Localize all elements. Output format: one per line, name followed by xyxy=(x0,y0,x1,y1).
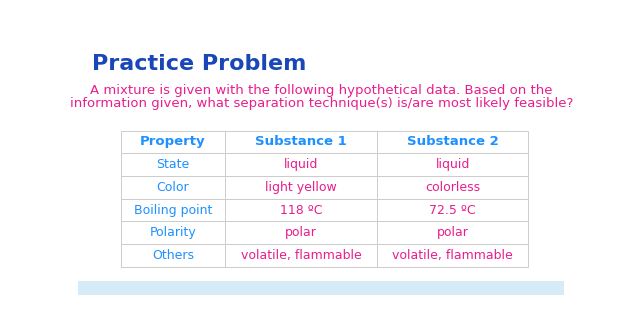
Text: volatile, flammable: volatile, flammable xyxy=(393,249,513,262)
Bar xyxy=(121,199,224,221)
Text: Polarity: Polarity xyxy=(149,226,196,239)
Bar xyxy=(121,153,224,176)
Bar xyxy=(224,131,377,153)
Text: Substance 2: Substance 2 xyxy=(407,135,498,148)
Text: 72.5 ºC: 72.5 ºC xyxy=(429,204,476,216)
Bar xyxy=(377,221,528,244)
Bar xyxy=(377,131,528,153)
Bar xyxy=(377,176,528,199)
Text: Practice Problem: Practice Problem xyxy=(92,54,307,73)
Text: Boiling point: Boiling point xyxy=(134,204,212,216)
Text: 118 ºC: 118 ºC xyxy=(280,204,322,216)
Text: information given, what separation technique(s) is/are most likely feasible?: information given, what separation techn… xyxy=(70,97,573,110)
Text: liquid: liquid xyxy=(435,158,470,171)
Text: liquid: liquid xyxy=(284,158,319,171)
Bar xyxy=(78,281,564,295)
Bar xyxy=(224,199,377,221)
Bar xyxy=(121,176,224,199)
Text: A mixture is given with the following hypothetical data. Based on the: A mixture is given with the following hy… xyxy=(90,84,552,97)
Bar xyxy=(121,131,224,153)
Bar xyxy=(377,153,528,176)
Text: polar: polar xyxy=(285,226,317,239)
Text: colorless: colorless xyxy=(425,181,480,194)
Text: polar: polar xyxy=(436,226,468,239)
Bar xyxy=(377,244,528,267)
Text: Color: Color xyxy=(157,181,189,194)
Bar xyxy=(377,199,528,221)
Text: State: State xyxy=(156,158,189,171)
Bar xyxy=(224,176,377,199)
Text: Property: Property xyxy=(140,135,206,148)
Text: Others: Others xyxy=(152,249,194,262)
Bar xyxy=(224,221,377,244)
Text: light yellow: light yellow xyxy=(265,181,337,194)
Text: volatile, flammable: volatile, flammable xyxy=(241,249,361,262)
Bar xyxy=(224,153,377,176)
Bar xyxy=(224,244,377,267)
Text: Substance 1: Substance 1 xyxy=(255,135,347,148)
Bar xyxy=(121,244,224,267)
Bar xyxy=(121,221,224,244)
